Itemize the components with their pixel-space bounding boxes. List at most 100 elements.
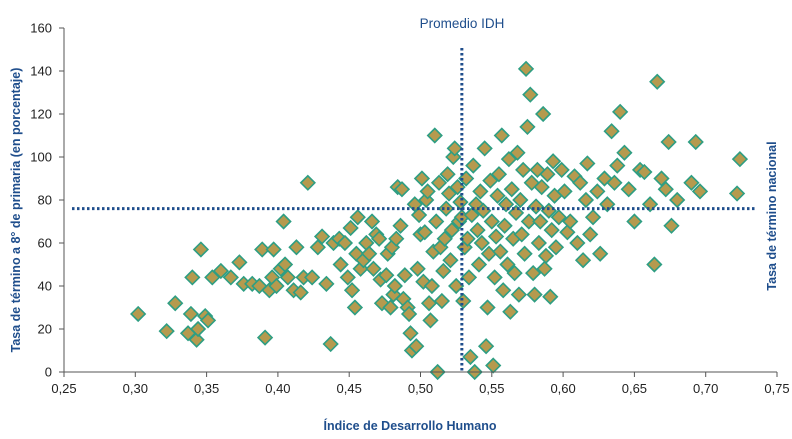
- tick-labels: 0,25 0,30 0,35 0,40 0,45 0,50 0,55 0,60 0,65 0,70…: [30, 21, 789, 397]
- data-point: [192, 241, 210, 258]
- data-point: [502, 303, 519, 320]
- data-point: [616, 144, 633, 161]
- data-point: [184, 269, 201, 286]
- data-point: [313, 228, 331, 245]
- data-point: [199, 312, 217, 329]
- y-axis-title: Tasa de término a 8° de primaria (en por…: [9, 68, 23, 353]
- data-point: [579, 155, 596, 172]
- data-point: [507, 204, 525, 222]
- data-point: [479, 299, 496, 316]
- data-point: [490, 166, 508, 183]
- data-point: [483, 213, 500, 230]
- data-point: [459, 230, 476, 247]
- data-point: [402, 325, 419, 342]
- data-point: [130, 305, 147, 323]
- data-point: [438, 200, 455, 217]
- data-point: [582, 226, 599, 243]
- data-point: [636, 163, 653, 181]
- data-point: [363, 213, 381, 230]
- data-point: [606, 174, 623, 191]
- data-point: [532, 213, 549, 230]
- data-point: [426, 127, 443, 144]
- y-tick-label: 140: [30, 64, 52, 79]
- data-point: [728, 185, 746, 202]
- data-point: [550, 209, 567, 226]
- data-point: [553, 161, 570, 179]
- data-point: [299, 174, 316, 191]
- data-point: [543, 221, 560, 239]
- data-point: [487, 228, 505, 245]
- data-point: [265, 241, 282, 258]
- data-point: [469, 221, 486, 239]
- data-point: [485, 357, 502, 374]
- data-point: [547, 239, 565, 256]
- data-point: [513, 226, 530, 243]
- data-point: [386, 277, 403, 295]
- data-point: [731, 151, 749, 168]
- data-point: [212, 262, 229, 280]
- data-point: [572, 174, 589, 191]
- data-point: [669, 191, 686, 209]
- data-point: [446, 140, 463, 157]
- x-tick-label: 0,75: [764, 381, 789, 396]
- data-point: [318, 275, 335, 292]
- data-point: [536, 260, 553, 277]
- data-point: [515, 161, 532, 179]
- y-tick-label: 160: [30, 21, 52, 36]
- x-tick-label: 0,30: [123, 381, 148, 396]
- data-point: [433, 292, 451, 310]
- data-point: [303, 269, 321, 286]
- data-point: [499, 256, 516, 273]
- data-point: [448, 277, 465, 295]
- y-tick-label: 80: [38, 193, 52, 208]
- data-point: [460, 269, 478, 286]
- data-point: [530, 234, 547, 252]
- data-point: [336, 234, 354, 252]
- data-point: [470, 256, 488, 273]
- data-point: [222, 269, 239, 286]
- data-point: [592, 245, 609, 262]
- data-point: [520, 213, 538, 230]
- data-point: [396, 267, 413, 284]
- x-tick-label: 0,25: [51, 381, 76, 396]
- x-axis-title: Índice de Desarrollo Humano: [324, 418, 497, 433]
- x-tick-label: 0,55: [479, 381, 504, 396]
- data-point: [649, 73, 666, 90]
- data-point: [292, 284, 309, 301]
- data-point: [493, 127, 510, 144]
- data-point: [422, 312, 439, 329]
- data-point: [349, 209, 366, 226]
- data-point: [382, 299, 399, 316]
- data-point: [408, 338, 425, 355]
- data-point: [509, 144, 526, 161]
- data-point: [443, 221, 461, 239]
- data-point: [416, 224, 433, 241]
- x-tick-label: 0,50: [408, 381, 433, 396]
- data-point: [537, 247, 555, 265]
- data-point: [158, 323, 175, 340]
- data-point: [462, 348, 479, 366]
- data-point: [419, 183, 436, 200]
- data-point: [486, 269, 503, 286]
- data-point: [660, 133, 677, 151]
- data-point: [544, 153, 562, 170]
- data-point: [436, 230, 453, 247]
- data-point: [279, 269, 297, 286]
- data-point: [256, 329, 274, 346]
- data-point: [584, 209, 602, 226]
- data-point: [496, 217, 513, 234]
- data-point: [361, 245, 378, 262]
- x-tick-label: 0,65: [622, 381, 647, 396]
- data-point: [589, 183, 606, 200]
- data-point: [477, 338, 495, 355]
- data-point: [343, 282, 361, 299]
- x-tick-label: 0,35: [194, 381, 219, 396]
- data-point: [569, 234, 586, 252]
- data-point: [609, 157, 626, 174]
- data-point: [492, 243, 509, 260]
- data-point: [683, 174, 700, 191]
- data-point: [392, 217, 409, 234]
- data-point: [365, 260, 382, 277]
- data-point: [473, 234, 490, 252]
- y-tick-label: 60: [38, 236, 52, 251]
